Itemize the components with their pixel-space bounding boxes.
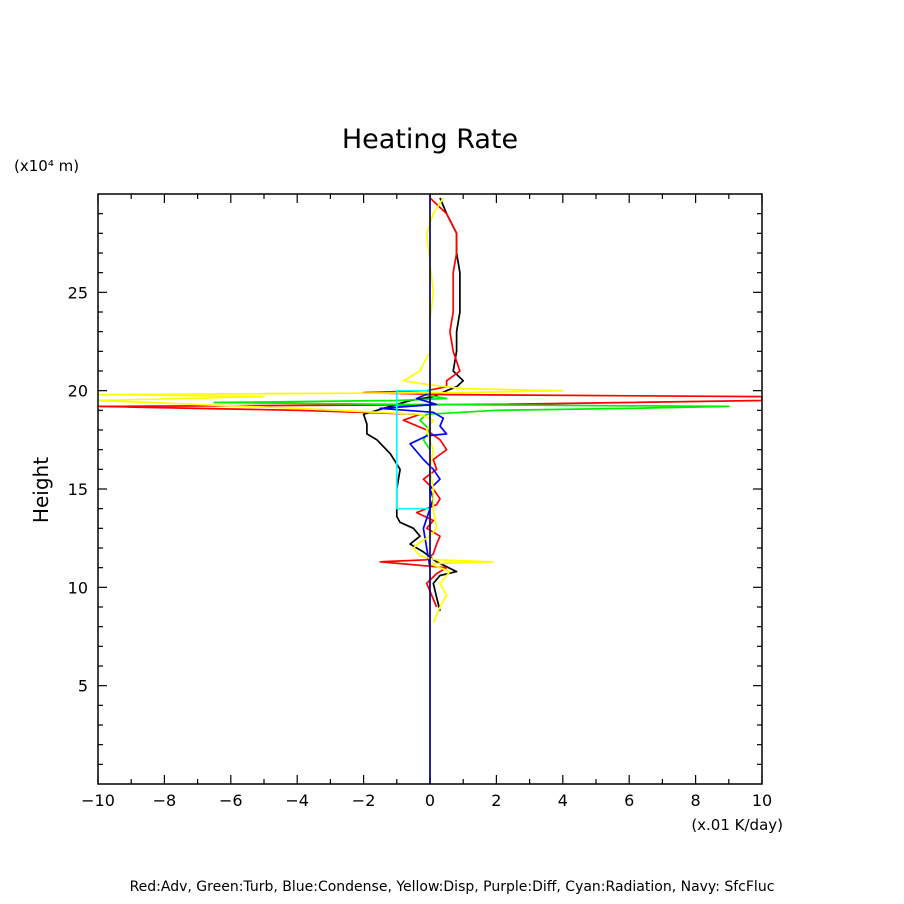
x-tick-label: −2 — [352, 791, 376, 810]
x-tick-label: 2 — [491, 791, 501, 810]
y-tick-label: 5 — [78, 677, 88, 696]
series-line-0 — [362, 197, 465, 612]
y-tick-label: 25 — [68, 283, 88, 302]
x-tick-label: 10 — [752, 791, 772, 810]
series-line-5 — [395, 389, 430, 510]
axis-ticks — [97, 194, 763, 784]
y-unit-label: (x10⁴ m) — [14, 157, 79, 175]
x-tick-label: −10 — [81, 791, 115, 810]
x-tick-label: −4 — [285, 791, 309, 810]
x-tick-label: 4 — [558, 791, 568, 810]
y-tick-label: 20 — [68, 382, 88, 401]
legend-caption: Red:Adv, Green:Turb, Blue:Condense, Yell… — [130, 879, 775, 895]
x-axis-label: (x.01 K/day) — [691, 816, 783, 834]
data-series — [98, 194, 762, 784]
series-line-1 — [98, 197, 762, 608]
y-tick-label: 10 — [68, 578, 88, 597]
x-tick-label: −6 — [219, 791, 243, 810]
series-line-2 — [213, 389, 730, 451]
y-axis-label: Height — [29, 457, 53, 523]
tick-labels: −10 −8 −6 −4 −2 0 2 4 6 8 10 5 10 15 20 25 — [68, 283, 773, 810]
plot-frame — [97, 193, 763, 785]
chart-title: Heating Rate — [342, 124, 518, 155]
x-tick-label: −8 — [153, 791, 177, 810]
x-tick-label: 8 — [691, 791, 701, 810]
x-tick-label: 0 — [425, 791, 435, 810]
y-tick-label: 15 — [68, 480, 88, 499]
x-tick-label: 6 — [624, 791, 634, 810]
